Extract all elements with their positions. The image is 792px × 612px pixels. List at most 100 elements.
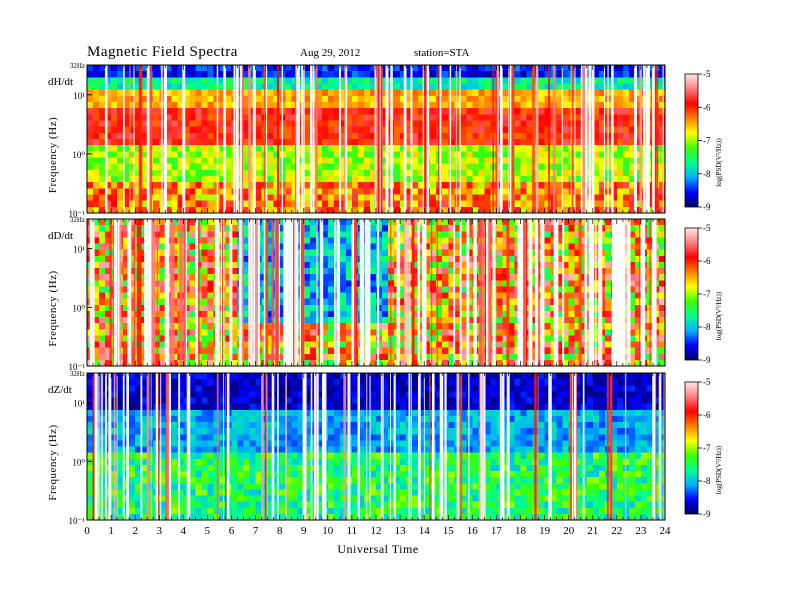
heatmap-cell: [622, 163, 630, 171]
heatmap-cell: [249, 108, 256, 115]
heatmap-cell: [472, 188, 479, 195]
heatmap-cell: [562, 200, 570, 208]
heatmap-cell: [442, 89, 449, 97]
heatmap-cell: [604, 225, 612, 232]
heatmap-cell: [243, 182, 250, 189]
heatmap-cell: [568, 231, 576, 238]
heatmap-cell: [466, 102, 473, 109]
heatmap-cell: [454, 95, 461, 103]
heatmap-cell: [430, 157, 437, 165]
heatmap-cell: [556, 249, 564, 257]
heatmap-cell: [93, 335, 100, 342]
heatmap-cell: [93, 65, 100, 72]
heatmap-cell: [267, 89, 275, 97]
heatmap-cell: [93, 255, 100, 263]
heatmap-cell: [556, 102, 564, 109]
heatmap-cell: [454, 200, 461, 208]
heatmap-cell: [520, 194, 527, 202]
heatmap-cell: [165, 126, 172, 134]
heatmap-cell: [123, 219, 130, 226]
heatmap-cell: [243, 157, 250, 165]
heatmap-cell: [177, 176, 184, 183]
heatmap-cell: [171, 102, 178, 109]
heatmap-cell: [363, 139, 371, 146]
heatmap-cell: [321, 200, 329, 208]
heatmap-cell: [291, 206, 299, 214]
heatmap-cell: [345, 255, 353, 263]
heatmap-cell: [279, 268, 287, 275]
heatmap-cell: [207, 139, 214, 146]
heatmap-cell: [339, 243, 347, 251]
heatmap-cell: [460, 353, 467, 361]
heatmap-cell: [177, 102, 184, 109]
heatmap-cell: [628, 219, 636, 226]
heatmap-cell: [658, 102, 666, 109]
heatmap-cell: [646, 145, 654, 152]
heatmap-cell: [141, 77, 148, 84]
heatmap-cell: [478, 83, 485, 91]
heatmap-cell: [219, 102, 226, 109]
heatmap-cell: [123, 310, 130, 318]
heatmap-cell: [610, 157, 618, 165]
heatmap-cell: [321, 347, 329, 355]
heatmap-cell: [267, 237, 275, 244]
heatmap-cell: [454, 65, 461, 72]
heatmap-cell: [225, 182, 232, 189]
heatmap-cell: [412, 163, 419, 171]
heatmap-cell: [189, 95, 196, 103]
heatmap-cell: [418, 83, 425, 91]
heatmap-cell: [339, 169, 347, 177]
heatmap-cell: [460, 243, 467, 251]
heatmap-cell: [598, 120, 606, 128]
heatmap-cell: [327, 317, 335, 324]
heatmap-cell: [526, 77, 533, 84]
heatmap-cell: [123, 145, 130, 152]
heatmap-cell: [418, 323, 425, 330]
heatmap-cell: [291, 102, 299, 109]
heatmap-cell: [243, 176, 250, 183]
heatmap-cell: [369, 280, 377, 287]
heatmap-cell: [267, 102, 275, 109]
heatmap-cell: [430, 194, 437, 202]
heatmap-cell: [333, 139, 341, 146]
heatmap-cell: [123, 194, 130, 202]
heatmap-cell: [123, 237, 130, 244]
heatmap-cell: [484, 145, 491, 152]
heatmap-cell: [165, 188, 172, 195]
heatmap-cell: [418, 151, 425, 158]
heatmap-cell: [616, 176, 624, 183]
heatmap-cell: [478, 200, 485, 208]
heatmap-cell: [99, 157, 106, 165]
heatmap-cell: [285, 114, 293, 121]
heatmap-cell: [219, 139, 226, 146]
heatmap-cell: [442, 323, 449, 330]
heatmap-cell: [610, 120, 618, 128]
heatmap-cell: [436, 280, 443, 287]
heatmap-cell: [123, 292, 130, 300]
heatmap-cell: [622, 71, 630, 78]
heatmap-cell: [339, 145, 347, 152]
heatmap-cell: [406, 77, 413, 84]
heatmap-cell: [153, 65, 160, 72]
heatmap-cell: [562, 243, 570, 251]
heatmap-cell: [496, 65, 503, 72]
heatmap-cell: [225, 102, 232, 109]
heatmap-cell: [267, 200, 275, 208]
heatmap-cell: [496, 71, 503, 78]
heatmap-cell: [165, 200, 172, 208]
transient-stripe: [319, 219, 321, 366]
heatmap-cell: [309, 274, 317, 281]
heatmap-cell: [213, 151, 220, 158]
heatmap-cell: [357, 102, 365, 109]
heatmap-cell: [129, 231, 136, 238]
heatmap-cell: [345, 200, 353, 208]
heatmap-cell: [105, 255, 112, 263]
heatmap-cell: [478, 194, 485, 202]
heatmap-cell: [406, 71, 413, 78]
heatmap-cell: [406, 89, 413, 97]
heatmap-cell: [544, 188, 551, 195]
heatmap-cell: [141, 188, 148, 195]
heatmap-cell: [171, 169, 178, 177]
heatmap-cell: [472, 151, 479, 158]
heatmap-cell: [309, 353, 317, 361]
